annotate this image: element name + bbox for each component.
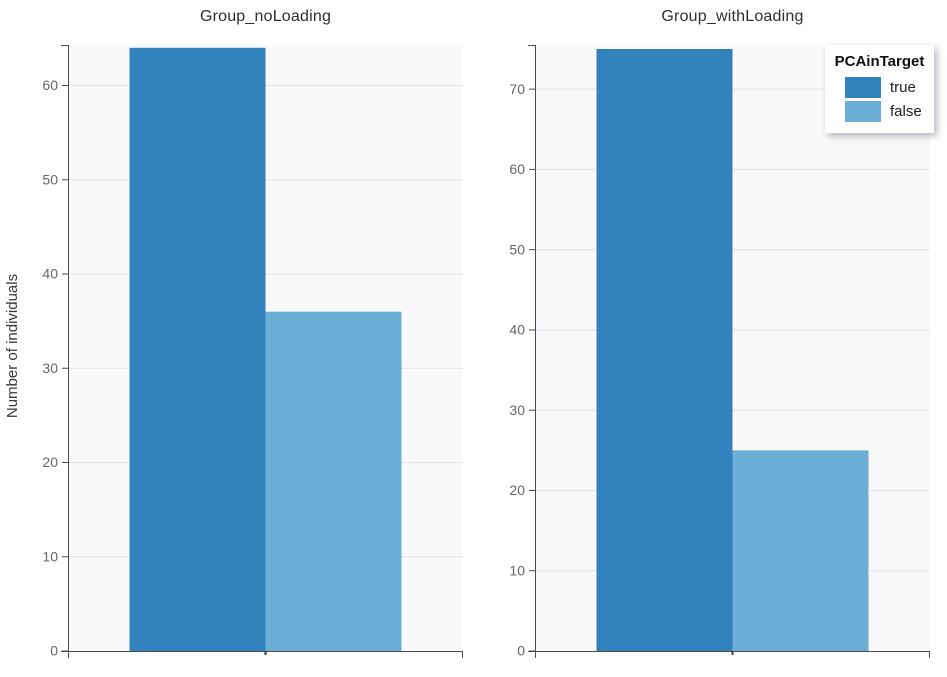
y-tick-label: 60 (509, 161, 525, 177)
legend-title: PCAinTarget (834, 53, 925, 70)
bar-false (732, 450, 869, 651)
y-tick-label: 70 (509, 81, 525, 97)
y-axis (528, 45, 536, 652)
y-tick-label: 10 (509, 562, 525, 578)
y-tick-label: 50 (509, 241, 525, 257)
y-tick-label: 20 (509, 482, 525, 498)
panel-title-left: Group_noLoading (199, 8, 332, 25)
legend-swatch-false (845, 100, 881, 122)
bar-false (265, 311, 402, 651)
y-tick-label: 30 (42, 360, 58, 376)
y-axis-label: Number of individuals (4, 273, 21, 419)
y-tick-label: 0 (50, 643, 58, 659)
y-tick-label: 50 (42, 171, 58, 187)
legend-row-true: true (845, 76, 934, 98)
legend-label-true: true (890, 78, 916, 96)
legend-label-false: false (890, 102, 922, 120)
legend-rows: true false (825, 76, 934, 122)
y-tick-label: 40 (42, 266, 58, 282)
bar-true (596, 49, 733, 651)
legend-swatch-true (845, 76, 881, 98)
y-tick-label: 60 (42, 77, 58, 93)
y-tick-label: 30 (509, 402, 525, 418)
y-axis (61, 45, 69, 652)
panel-title-right: Group_withLoading (661, 8, 804, 25)
legend-row-false: false (845, 100, 934, 122)
y-tick-label: 40 (509, 322, 525, 338)
bar-true (129, 47, 266, 651)
y-tick-label: 20 (42, 454, 58, 470)
y-tick-label: 0 (517, 643, 525, 659)
y-tick-label: 10 (42, 548, 58, 564)
legend: PCAinTarget true false (825, 45, 934, 133)
